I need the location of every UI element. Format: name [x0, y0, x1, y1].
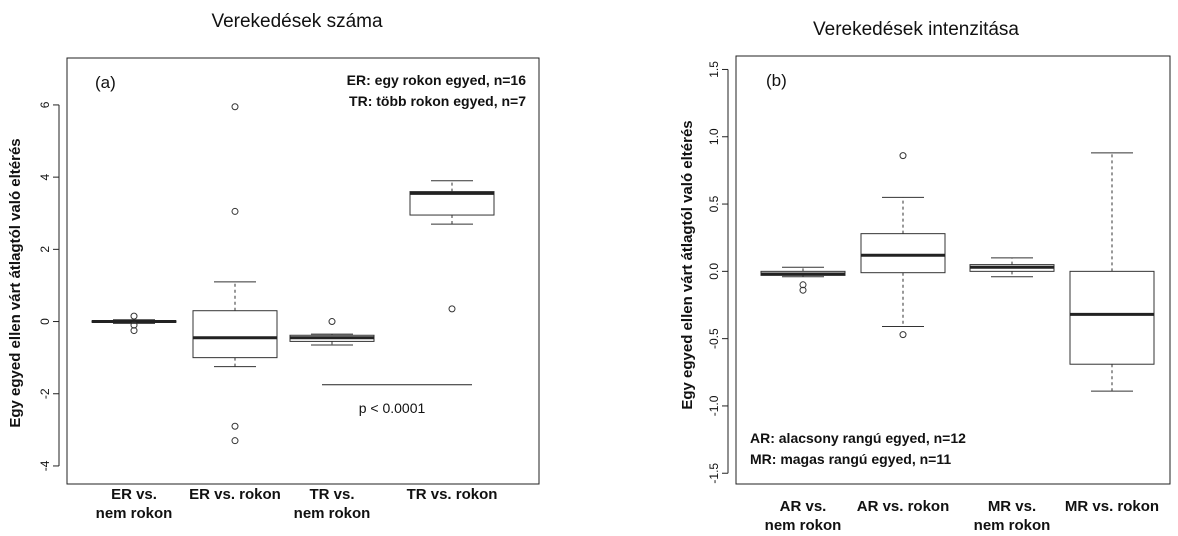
chart-b-title: Verekedések intenzitása	[813, 19, 1019, 40]
chart-b-category-label: MR vs.	[988, 498, 1036, 515]
chart-b-legend-line-2: MR: magas rangú egyed, n=11	[750, 451, 951, 467]
chart-a-category-label: nem rokon	[96, 505, 173, 522]
chart-b-legend-line-1: AR: alacsony rangú egyed, n=12	[750, 430, 966, 446]
chart-a-y-tick-label: 2	[38, 246, 52, 253]
chart-a-title: Verekedések száma	[211, 11, 383, 32]
outlier-point	[231, 437, 239, 445]
chart-a-y-tick-label: -2	[38, 388, 52, 399]
chart-b-box-4	[1069, 152, 1155, 392]
chart-a-box-4	[409, 180, 495, 313]
chart-a-y-tick-label: 4	[38, 173, 52, 180]
outlier-point	[130, 321, 138, 329]
chart-a-pvalue-annotation: p < 0.0001	[359, 400, 426, 416]
box-iqr	[409, 191, 495, 216]
chart-b-ylabel: Egy egyed ellen várt átlagtól való eltér…	[679, 120, 696, 409]
chart-a-category-label: TR vs.	[309, 486, 354, 503]
outlier-point	[130, 327, 138, 335]
chart-a-box-3	[289, 318, 375, 346]
chart-b-box-1	[760, 266, 846, 294]
chart-b-plot-frame	[735, 55, 1171, 485]
chart-a-categories: ER vs. nem rokon ER vs. rokon TR vs. nem rok…	[96, 486, 498, 522]
chart-b-category-label: MR vs. rokon	[1065, 498, 1159, 515]
chart-a-category-label: TR vs. rokon	[407, 486, 498, 503]
outlier-point	[899, 331, 907, 339]
box-iqr	[192, 310, 278, 359]
chart-a-category-label: nem rokon	[294, 505, 371, 522]
outlier-point	[231, 103, 239, 111]
chart-a-y-tick-label: 0	[38, 318, 52, 325]
chart-a: Verekedések száma Egy egyed ellen várt á…	[7, 11, 540, 522]
outlier-point	[231, 422, 239, 430]
chart-a-ylabel: Egy egyed ellen várt átlagtól való eltér…	[7, 138, 24, 427]
chart-a-legend-line-1: ER: egy rokon egyed, n=16	[347, 72, 527, 88]
chart-b-category-label: nem rokon	[765, 517, 842, 534]
chart-b-category-label: AR vs.	[780, 498, 827, 515]
chart-a-legend-line-2: TR: több rokon egyed, n=7	[349, 93, 526, 109]
outlier-point	[899, 152, 907, 160]
chart-b-y-tick-label: -0.5	[707, 328, 721, 349]
chart-a-category-label: ER vs.	[111, 486, 157, 503]
outlier-point	[799, 281, 807, 289]
box-iqr	[860, 233, 946, 274]
chart-a-y-axis: 6 4 2 0 -2 -4	[38, 101, 60, 471]
chart-a-boxes	[91, 103, 495, 445]
outlier-point	[448, 305, 456, 313]
chart-a-box-1	[91, 312, 177, 335]
chart-a-panel-label: (a)	[95, 73, 116, 92]
chart-b-y-tick-label: 1.5	[707, 61, 721, 78]
chart-b-y-tick-label: -1.5	[707, 463, 721, 484]
chart-a-y-tick-label: -4	[38, 460, 52, 471]
chart-a-y-tick-label: 6	[38, 101, 52, 108]
chart-b-box-3	[969, 257, 1055, 278]
chart-b-boxes	[760, 152, 1155, 392]
chart-a-box-2	[192, 103, 278, 445]
outlier-point	[328, 318, 336, 326]
chart-b-category-label: AR vs. rokon	[857, 498, 950, 515]
outlier-point	[231, 207, 239, 215]
box-iqr	[1069, 270, 1155, 365]
outlier-point	[130, 312, 138, 320]
outlier-point	[799, 286, 807, 294]
chart-b-panel-label: (b)	[766, 71, 787, 90]
chart-b-y-tick-label: 1.0	[707, 128, 721, 145]
chart-b-y-tick-label: 0.5	[707, 195, 721, 212]
chart-b-y-tick-label: -1.0	[707, 395, 721, 416]
chart-b-category-label: nem rokon	[974, 517, 1051, 534]
chart-a-plot-frame	[66, 57, 540, 485]
chart-b-y-tick-label: 0.0	[707, 263, 721, 280]
chart-b-box-2	[860, 152, 946, 339]
chart-b-categories: AR vs. nem rokon AR vs. rokon MR vs. nem rok…	[765, 498, 1159, 534]
chart-b: Verekedések intenzitása Egy egyed ellen …	[679, 19, 1171, 534]
chart-a-category-label: ER vs. rokon	[189, 486, 281, 503]
chart-b-y-axis: 1.5 1.0 0.5 0.0 -0.5 -1.0 -1.5	[707, 61, 729, 484]
